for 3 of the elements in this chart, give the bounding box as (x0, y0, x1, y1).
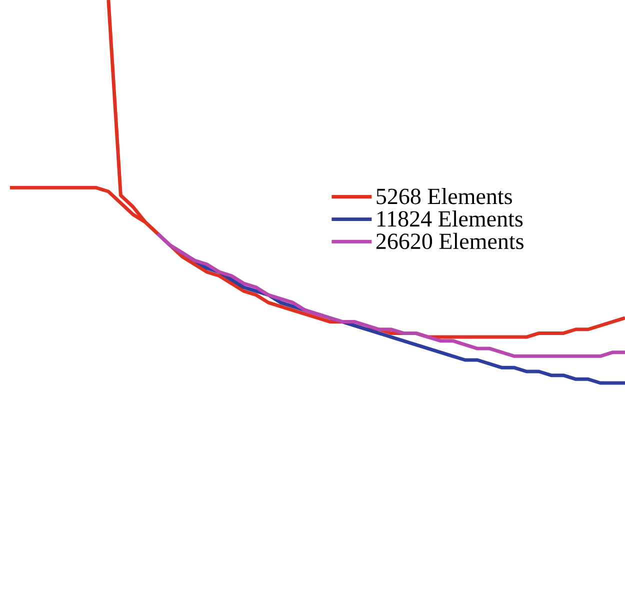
legend-label: 26620 Elements (376, 232, 524, 250)
legend-label: 5268 Elements (376, 188, 512, 204)
legend-label: 11824 Elements (377, 210, 523, 227)
